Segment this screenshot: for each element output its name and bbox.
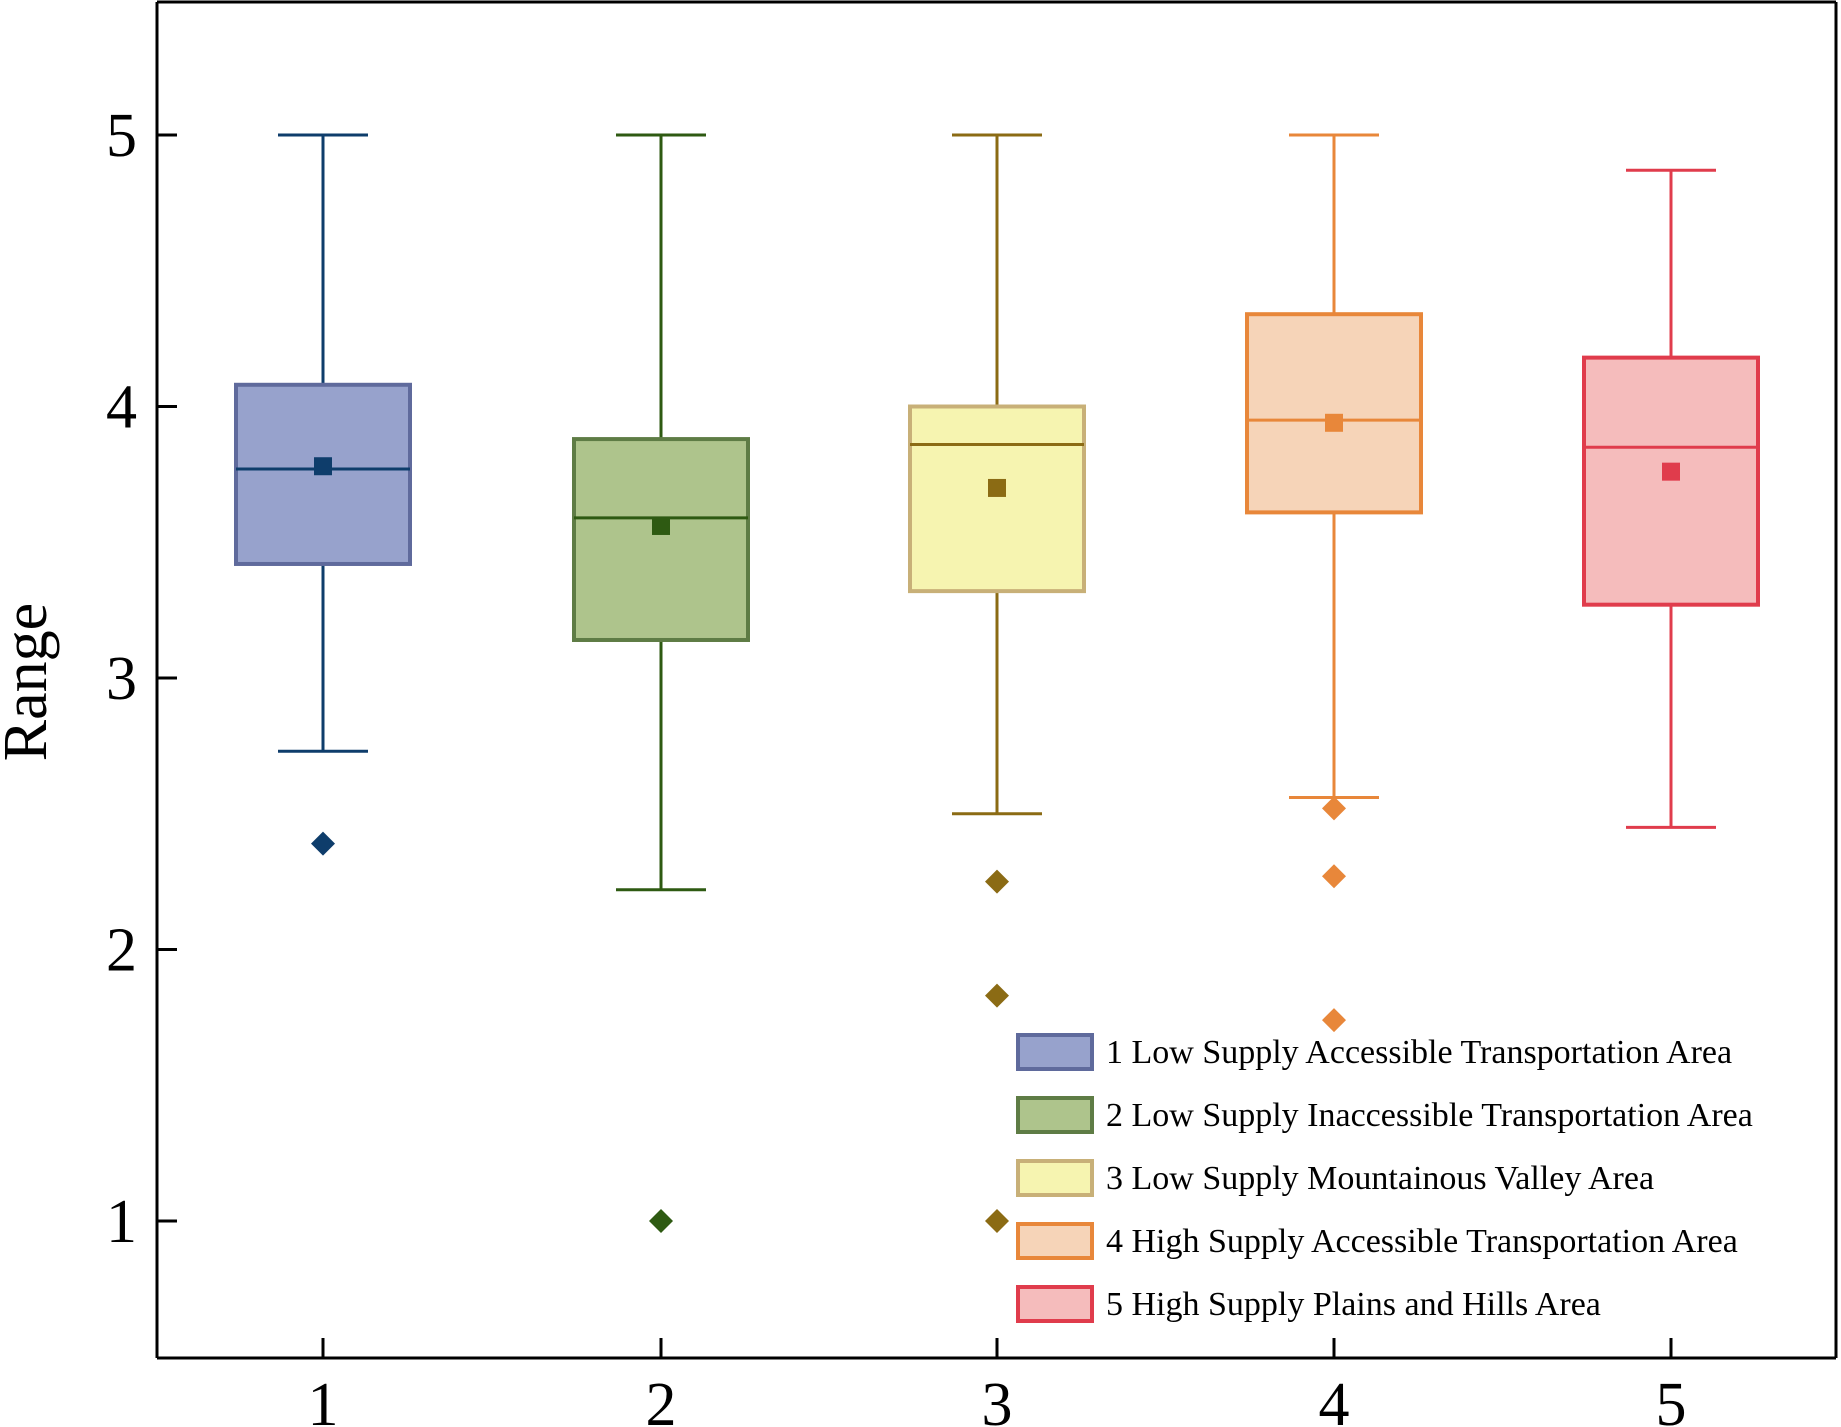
- x-tick-label: 5: [1656, 1371, 1687, 1427]
- legend: 1 Low Supply Accessible Transportation A…: [1016, 1033, 1753, 1323]
- y-tick-label: 4: [106, 374, 137, 442]
- mean-marker: [314, 457, 332, 476]
- legend-swatch-3: [1016, 1159, 1094, 1197]
- legend-label-4: 4 High Supply Accessible Transportation …: [1106, 1223, 1738, 1260]
- box-series-5: [1582, 168, 1760, 829]
- outlier-point: [985, 1209, 1009, 1233]
- iqr-box: [1245, 312, 1423, 515]
- y-tick-label: 2: [106, 917, 137, 985]
- x-tick-label: 2: [646, 1371, 677, 1427]
- x-tick-label: 3: [982, 1371, 1013, 1427]
- legend-label-2: 2 Low Supply Inaccessible Transportation…: [1106, 1097, 1753, 1134]
- y-tick-label: 5: [106, 102, 137, 170]
- x-tick-label: 4: [1319, 1371, 1350, 1427]
- legend-swatch-4: [1016, 1222, 1094, 1260]
- mean-marker: [1325, 413, 1343, 432]
- box-series-4: [1245, 133, 1423, 1033]
- outlier-point: [1322, 1008, 1346, 1033]
- legend-label-5: 5 High Supply Plains and Hills Area: [1106, 1286, 1601, 1323]
- y-axis-title: Range: [0, 603, 60, 761]
- iqr-box: [908, 404, 1086, 594]
- outlier-point: [1322, 864, 1346, 889]
- boxes-group: [234, 133, 1760, 1233]
- iqr-box: [572, 437, 750, 642]
- mean-marker: [1662, 462, 1680, 481]
- x-tick-label: 1: [308, 1371, 339, 1427]
- legend-swatch-2: [1016, 1096, 1094, 1134]
- box-series-2: [572, 133, 750, 1233]
- outlier-point: [985, 869, 1009, 894]
- outlier-point: [311, 831, 335, 856]
- box-series-3: [908, 133, 1086, 1233]
- legend-swatch-5: [1016, 1285, 1094, 1323]
- iqr-box: [1582, 355, 1760, 607]
- outlier-point: [1322, 796, 1346, 821]
- y-tick-label: 1: [106, 1188, 137, 1256]
- box-series-1: [234, 133, 412, 856]
- y-tick-label: 3: [106, 645, 137, 713]
- outlier-point: [649, 1209, 673, 1233]
- mean-marker: [988, 478, 1006, 497]
- mean-marker: [652, 516, 670, 535]
- legend-label-1: 1 Low Supply Accessible Transportation A…: [1106, 1034, 1732, 1071]
- legend-swatch-1: [1016, 1033, 1094, 1071]
- legend-label-3: 3 Low Supply Mountainous Valley Area: [1106, 1160, 1654, 1197]
- outlier-point: [985, 983, 1009, 1008]
